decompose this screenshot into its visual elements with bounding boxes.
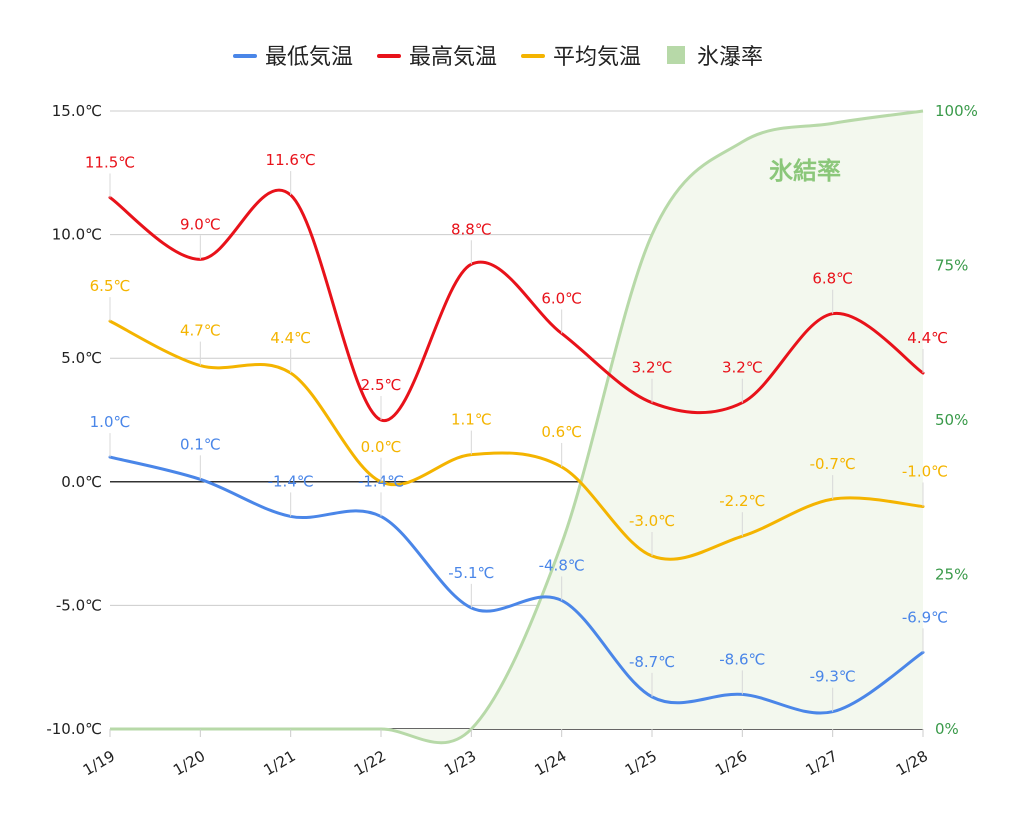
- data-label: -9.3℃: [810, 668, 856, 686]
- annotation-label: 氷結率: [769, 157, 841, 185]
- x-tick-label: 1/23: [441, 747, 479, 779]
- legend: 最低気温 最高気温 平均気温 氷瀑率: [233, 45, 763, 70]
- data-label: 3.2℃: [722, 359, 763, 377]
- data-label: -3.0℃: [629, 512, 675, 530]
- data-label: -8.6℃: [719, 650, 765, 668]
- data-label: 4.4℃: [270, 329, 311, 347]
- legend-swatch: [667, 46, 685, 64]
- area-fill-ice-rate: [110, 111, 923, 743]
- data-label: -1.0℃: [902, 463, 948, 481]
- data-label: 3.2℃: [632, 359, 673, 377]
- data-label: -4.8℃: [539, 556, 585, 574]
- x-tick-label: 1/28: [893, 747, 931, 779]
- data-label: -8.7℃: [629, 653, 675, 671]
- series-line: [108, 455, 925, 715]
- data-label: 6.8℃: [812, 270, 853, 288]
- data-label: 0.1℃: [180, 435, 221, 453]
- data-label: 4.7℃: [180, 322, 221, 340]
- area-layer: [110, 109, 924, 745]
- y-right-tick-label: 100%: [935, 102, 978, 120]
- x-tick-label: 1/27: [802, 747, 840, 779]
- y-left-tick-label: 5.0℃: [61, 349, 102, 367]
- data-label: -0.7℃: [810, 455, 856, 473]
- data-label: 6.5℃: [90, 277, 131, 295]
- y-left-tick-label: 0.0℃: [61, 473, 102, 491]
- x-tick-label: 1/20: [170, 747, 208, 779]
- x-tick-label: 1/24: [531, 747, 569, 779]
- legend-label: 平均気温: [553, 45, 641, 70]
- data-label: 0.6℃: [541, 423, 582, 441]
- data-label: 1.0℃: [90, 413, 131, 431]
- data-label: 8.8℃: [451, 220, 492, 238]
- y-left-tick-label: 10.0℃: [52, 226, 102, 244]
- x-tick-label: 1/21: [260, 747, 298, 779]
- data-label: 6.0℃: [541, 289, 582, 307]
- y-right-tick-label: 0%: [935, 720, 959, 738]
- y-left-tick-label: -5.0℃: [56, 596, 102, 614]
- x-tick-label: 1/22: [351, 747, 389, 779]
- data-label: 2.5℃: [361, 376, 402, 394]
- x-tick-label: 1/26: [712, 747, 750, 779]
- data-label: -1.4℃: [268, 472, 314, 490]
- y-left-tick-label: -10.0℃: [46, 720, 102, 738]
- y-right-tick-label: 25%: [935, 566, 968, 584]
- x-tick-label: 1/25: [622, 747, 660, 779]
- data-label: 1.1℃: [451, 411, 492, 429]
- y-right-tick-label: 75%: [935, 257, 968, 275]
- legend-label: 最低気温: [265, 45, 353, 70]
- data-label: 11.6℃: [266, 151, 316, 169]
- data-label: -6.9℃: [902, 608, 948, 626]
- y-right-tick-label: 50%: [935, 411, 968, 429]
- data-label-layer: 1.0℃0.1℃-1.4℃ -1.4℃-5.1℃ -4.8℃-8.7℃ -8.6℃-9…: [85, 151, 948, 712]
- legend-label: 最高気温: [409, 45, 497, 70]
- data-label: 0.0℃: [361, 438, 402, 456]
- legend-label: 氷瀑率: [697, 45, 763, 70]
- x-tick-label: 1/19: [80, 747, 118, 779]
- data-label: 11.5℃: [85, 154, 135, 172]
- area-line-ice-rate: [110, 109, 924, 745]
- series-line: [108, 319, 925, 561]
- data-label: 9.0℃: [180, 215, 221, 233]
- data-label: -2.2℃: [719, 492, 765, 510]
- data-label: 4.4℃: [907, 329, 948, 347]
- y-left-tick-label: 15.0℃: [52, 102, 102, 120]
- data-label: -5.1℃: [448, 564, 494, 582]
